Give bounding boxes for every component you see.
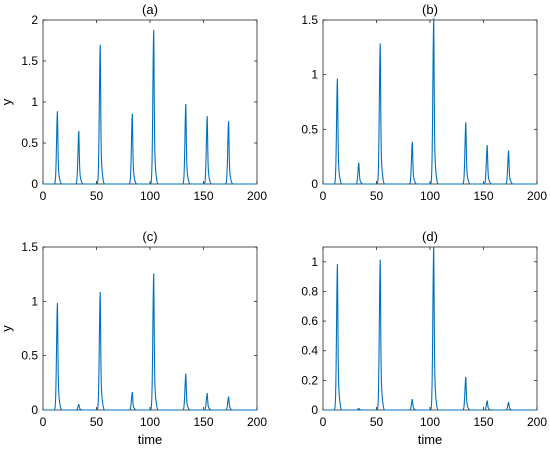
x-tick-label: 50 xyxy=(370,189,384,203)
peak-point xyxy=(411,141,413,144)
peak-point xyxy=(78,403,80,406)
y-tick-label: 0 xyxy=(31,403,38,417)
x-tick-label: 200 xyxy=(247,189,267,203)
panel-c: 0 50 100 150 200 0 0.5 1 1.5 (c) y time xyxy=(0,229,267,447)
y-tick-label: 1 xyxy=(311,68,318,82)
peak-point xyxy=(411,399,413,401)
y-tick-label: 1.5 xyxy=(21,54,38,68)
peak-point xyxy=(131,113,133,115)
panel-title: (d) xyxy=(422,229,438,244)
x-tick-label: 50 xyxy=(370,415,384,429)
peak-point xyxy=(131,392,133,394)
x-axis-label: time xyxy=(138,432,163,447)
axes-box xyxy=(42,19,258,185)
peak-point xyxy=(358,407,360,410)
peak-point xyxy=(99,44,101,47)
x-axis-label: time xyxy=(418,432,443,447)
peak-point xyxy=(56,302,59,305)
peak-point xyxy=(228,396,230,398)
peak-point xyxy=(379,43,381,45)
panel-d: 0 50 100 150 200 0 0.2 0.4 0.6 0.8 1 (d) time xyxy=(301,229,547,447)
peak-point xyxy=(206,393,208,395)
y-tick-label: 1.5 xyxy=(21,240,38,254)
panel-title: (b) xyxy=(422,2,438,17)
peak-point xyxy=(379,259,381,261)
y-tick-label: 0 xyxy=(311,403,318,417)
x-tick-label: 150 xyxy=(193,415,213,429)
y-axis-label: y xyxy=(0,325,14,332)
axes-box xyxy=(322,19,538,185)
x-tick-label: 100 xyxy=(140,189,160,203)
peak-point xyxy=(486,145,488,147)
x-tick-label: 50 xyxy=(90,189,104,203)
y-tick-label: 0.6 xyxy=(301,314,318,328)
series-line xyxy=(42,30,258,185)
panel-b: 0 50 100 150 200 0 0.5 1 1.5 (b) xyxy=(301,2,547,203)
axes-box xyxy=(322,246,538,411)
peak-point xyxy=(228,121,230,123)
y-tick-label: 1 xyxy=(31,95,38,109)
y-tick-label: 0.8 xyxy=(301,284,318,298)
x-tick-label: 50 xyxy=(90,415,104,429)
y-tick-label: 0 xyxy=(31,177,38,191)
series-line xyxy=(322,18,538,185)
peak-point xyxy=(185,103,187,106)
y-tick-label: 0.5 xyxy=(21,349,38,363)
x-tick-label: 150 xyxy=(473,189,493,203)
peak-point xyxy=(465,122,467,124)
peak-point xyxy=(336,78,339,80)
panel-a: 0 50 100 150 200 0 0.5 1 1.5 2 (a) y xyxy=(0,2,267,203)
y-tick-label: 0.4 xyxy=(301,344,318,358)
x-tick-label: 100 xyxy=(420,415,440,429)
peak-point xyxy=(358,162,360,164)
axes-box xyxy=(42,246,258,411)
y-tick-label: 1 xyxy=(31,294,38,308)
peak-point xyxy=(336,264,339,266)
peak-point xyxy=(508,150,510,152)
peak-point xyxy=(465,376,467,378)
y-tick-label: 0.5 xyxy=(21,136,38,150)
panel-title: (c) xyxy=(142,229,157,244)
y-tick-label: 0.5 xyxy=(301,122,318,136)
x-tick-label: 0 xyxy=(40,189,47,203)
peak-point xyxy=(433,246,435,248)
panel-title: (a) xyxy=(142,2,158,17)
y-tick-label: 0 xyxy=(311,177,318,191)
peak-point xyxy=(486,400,488,402)
x-tick-label: 200 xyxy=(527,189,547,203)
y-tick-label: 2 xyxy=(31,13,38,27)
peak-point xyxy=(99,292,101,294)
x-tick-label: 0 xyxy=(40,415,47,429)
y-tick-label: 0.2 xyxy=(301,373,318,387)
y-tick-label: 1.5 xyxy=(301,13,318,27)
peak-point xyxy=(433,18,435,20)
peak-point xyxy=(206,116,208,118)
x-tick-label: 0 xyxy=(320,415,327,429)
x-tick-label: 150 xyxy=(193,189,213,203)
x-tick-label: 200 xyxy=(527,415,547,429)
y-tick-label: 1 xyxy=(311,255,318,269)
peak-point xyxy=(508,401,510,404)
x-tick-label: 100 xyxy=(420,189,440,203)
x-tick-label: 200 xyxy=(247,415,267,429)
peak-point xyxy=(153,30,155,32)
peak-point xyxy=(78,130,80,133)
x-tick-label: 100 xyxy=(140,415,160,429)
peak-point xyxy=(56,111,59,113)
y-axis-label: y xyxy=(0,98,14,105)
peak-point xyxy=(153,273,155,275)
x-tick-label: 0 xyxy=(320,189,327,203)
peak-point xyxy=(185,373,187,375)
x-tick-label: 150 xyxy=(473,415,493,429)
